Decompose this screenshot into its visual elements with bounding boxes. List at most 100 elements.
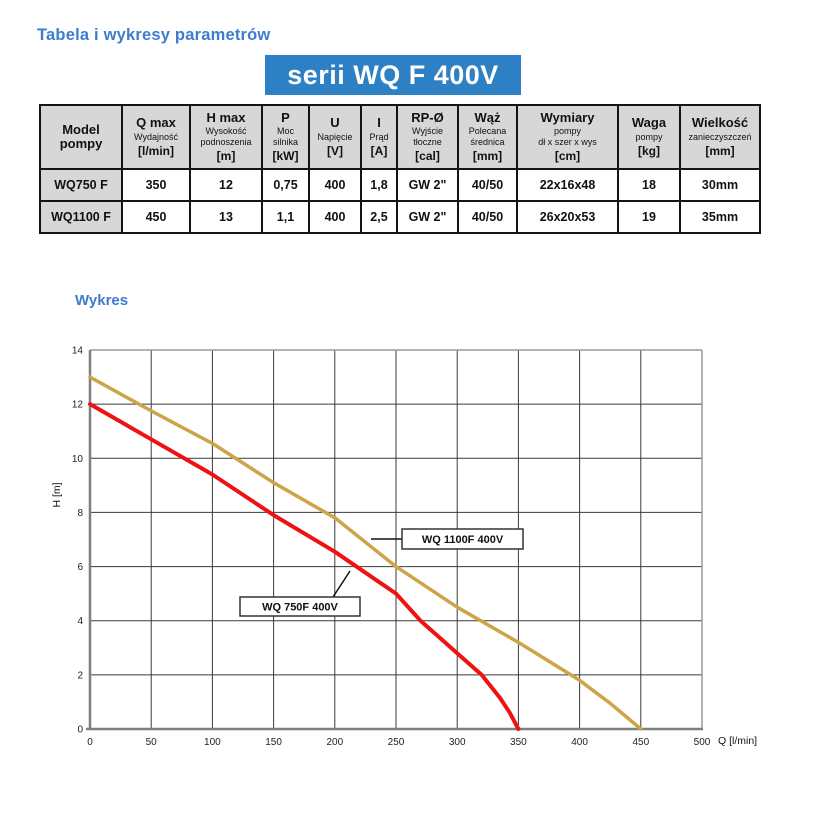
header-main-label: Model pompy	[59, 121, 103, 151]
curve-wq-750f-400v	[88, 402, 521, 731]
x-tick-label: 350	[510, 737, 527, 748]
header-main-label: I	[377, 115, 381, 131]
header-main-label: U	[330, 115, 340, 131]
table-header-row: Model pompy Q max Wydajność [l/min] H max Wys…	[39, 104, 761, 170]
header-main-label: P	[281, 110, 290, 126]
table-cell: 19	[617, 200, 681, 234]
table-header-cell: H max Wysokość podnoszenia [m]	[189, 104, 263, 170]
y-tick-label: 4	[77, 616, 83, 627]
table-row: WQ1100 F 450 13 1,1 400 2,5 GW 2" 40/50 26x20x53…	[39, 200, 761, 234]
header-main-label: Wymiary	[540, 110, 595, 126]
header-unit-label: [m]	[216, 148, 236, 163]
x-tick-label: 500	[694, 737, 711, 748]
x-tick-label: 300	[449, 737, 466, 748]
header-sub-label: zanieczyszczeń	[688, 131, 752, 142]
y-tick-label: 14	[72, 346, 84, 357]
table-cell: 40/50	[457, 200, 518, 234]
table-cell: 30mm	[679, 168, 761, 202]
y-tick-label: 0	[77, 725, 83, 736]
table-header-cell: Model pompy	[39, 104, 123, 170]
pump-curves-chart: 0 2 4 6 8 10 12 14 0 50 100 150 200 250 300 350 400 450 50…	[51, 346, 757, 749]
table-cell: 26x20x53	[516, 200, 619, 234]
table-cell: 35mm	[679, 200, 761, 234]
table-cell: 350	[121, 168, 191, 202]
header-sub-label: Polecana średnica	[468, 126, 507, 147]
series-banner: serii WQ F 400V	[265, 55, 521, 95]
x-tick-label: 200	[326, 737, 343, 748]
x-tick-label: 400	[571, 737, 588, 748]
parameters-table: Model pompy Q max Wydajność [l/min] H max Wys…	[39, 104, 761, 234]
header-sub-label: Wyjście tłoczne	[412, 126, 443, 147]
header-sub-label: Moc silnika	[272, 126, 298, 147]
page-title: Tabela i wykresy parametrów	[37, 26, 271, 44]
header-main-label: Q max	[136, 115, 176, 131]
x-tick-label: 450	[632, 737, 649, 748]
annotation-label: WQ 750F 400V	[262, 602, 338, 614]
table-cell: 400	[308, 168, 362, 202]
chart-heading: Wykres	[75, 292, 129, 309]
header-unit-label: [kg]	[638, 143, 660, 158]
table-cell: 1,1	[261, 200, 310, 234]
table-header-cell: U Napięcie [V]	[308, 104, 362, 170]
annotation-leader-line	[332, 570, 351, 598]
table-cell: 2,5	[360, 200, 398, 234]
x-tick-label: 0	[87, 737, 93, 748]
table-cell: 13	[189, 200, 263, 234]
table-cell: 22x16x48	[516, 168, 619, 202]
header-unit-label: [A]	[370, 143, 388, 158]
annotation-label: WQ 1100F 400V	[422, 534, 504, 546]
x-tick-label: 150	[265, 737, 282, 748]
table-cell: GW 2"	[396, 200, 459, 234]
table-header-cell: Wymiary pompy dł x szer x wys [cm]	[516, 104, 619, 170]
header-sub-label: Wysokość podnoszenia	[200, 126, 252, 147]
header-main-label: Waga	[631, 115, 667, 131]
header-unit-label: [mm]	[472, 148, 503, 163]
table-cell: 1,8	[360, 168, 398, 202]
header-main-label: H max	[206, 110, 246, 126]
table-cell: 400	[308, 200, 362, 234]
model-cell: WQ1100 F	[39, 200, 123, 234]
x-tick-label: 100	[204, 737, 221, 748]
annotation-box	[239, 596, 361, 617]
header-main-label: Wąż	[474, 110, 501, 126]
x-tick-label: 250	[388, 737, 405, 748]
header-unit-label: [cm]	[554, 148, 581, 163]
y-tick-label: 6	[77, 562, 83, 573]
y-tick-label: 10	[72, 454, 84, 465]
y-tick-label: 2	[77, 670, 83, 681]
table-header-cell: I Prąd [A]	[360, 104, 398, 170]
table-header-cell: P Moc silnika [kW]	[261, 104, 310, 170]
x-axis-title: Q [l/min]	[718, 735, 757, 747]
header-main-label: Wielkość	[691, 115, 749, 131]
header-unit-label: [V]	[327, 143, 343, 158]
header-sub-label: Prąd	[369, 131, 389, 142]
header-sub-label: Napięcie	[317, 131, 353, 142]
model-cell: WQ750 F	[39, 168, 123, 202]
table-cell: GW 2"	[396, 168, 459, 202]
y-axis-title: H [m]	[51, 482, 63, 507]
curve-wq-1100f-400v	[88, 375, 643, 731]
header-sub-label: pompy	[635, 131, 663, 142]
table-cell: 12	[189, 168, 263, 202]
table-head: Model pompy Q max Wydajność [l/min] H max Wys…	[39, 104, 761, 170]
annotation-box	[401, 528, 524, 550]
table-body: WQ750 F 350 12 0,75 400 1,8 GW 2" 40/50 22x16x48…	[39, 168, 761, 234]
table-header-cell: Waga pompy [kg]	[617, 104, 681, 170]
table-cell: 40/50	[457, 168, 518, 202]
x-tick-label: 50	[146, 737, 158, 748]
table-row: WQ750 F 350 12 0,75 400 1,8 GW 2" 40/50 22x16x48…	[39, 168, 761, 202]
table-cell: 0,75	[261, 168, 310, 202]
header-unit-label: [l/min]	[138, 143, 174, 158]
table-header-cell: Q max Wydajność [l/min]	[121, 104, 191, 170]
y-tick-label: 12	[72, 400, 84, 411]
header-sub-label: pompy dł x szer x wys	[538, 126, 597, 147]
table-header-cell: RP-Ø Wyjście tłoczne [cal]	[396, 104, 459, 170]
table-header-cell: Wąż Polecana średnica [mm]	[457, 104, 518, 170]
header-unit-label: [kW]	[272, 148, 299, 163]
header-unit-label: [mm]	[705, 143, 735, 158]
header-sub-label: Wydajność	[134, 131, 178, 142]
y-tick-label: 8	[77, 508, 83, 519]
table-cell: 450	[121, 200, 191, 234]
header-main-label: RP-Ø	[411, 110, 444, 126]
table-header-cell: Wielkość zanieczyszczeń [mm]	[679, 104, 761, 170]
